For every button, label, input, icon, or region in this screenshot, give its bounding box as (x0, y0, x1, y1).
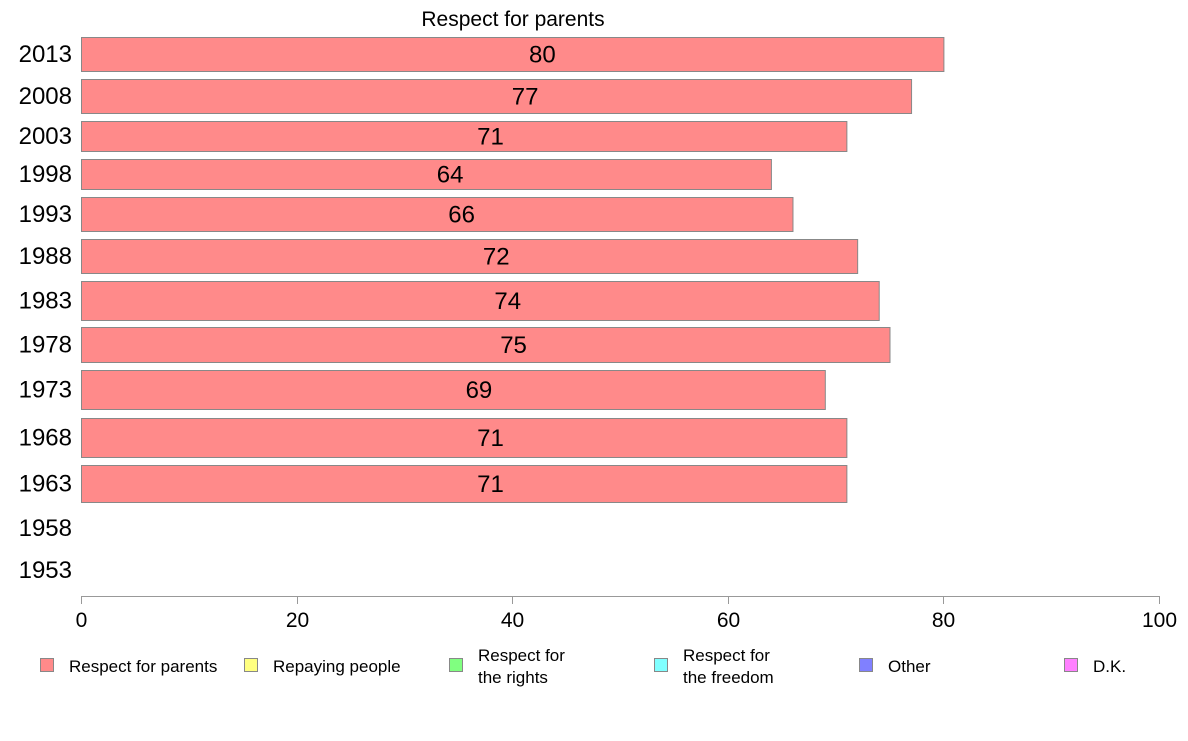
y-tick-label: 1978 (19, 332, 72, 359)
legend: Respect for parents Repaying people Respec… (40, 646, 1126, 687)
y-tick-label: 1963 (19, 471, 72, 498)
y-tick-label: 2003 (19, 123, 72, 150)
y-tick-label: 2013 (19, 41, 72, 68)
bar (81, 121, 848, 152)
data-label: 71 (477, 471, 504, 498)
legend-label: the freedom (683, 668, 774, 687)
y-tick-label: 1958 (19, 515, 72, 542)
bar (81, 281, 880, 321)
bar (81, 37, 945, 72)
bar (81, 197, 794, 232)
legend-label: Respect for (683, 646, 770, 665)
x-tick-label: 40 (501, 609, 524, 632)
legend-label: Other (888, 657, 931, 676)
x-tick-label: 80 (932, 609, 955, 632)
legend-swatch (244, 658, 258, 672)
x-tick-label: 60 (717, 609, 740, 632)
y-tick-label: 1953 (19, 557, 72, 584)
y-tick-label: 1973 (19, 377, 72, 404)
legend-swatch (449, 658, 463, 672)
x-tick-label: 100 (1142, 609, 1177, 632)
y-tick-label: 1993 (19, 201, 72, 228)
bars-layer: 80 77 71 64 66 72 74 75 69 71 71 (81, 37, 945, 503)
bar (81, 239, 859, 274)
y-axis-labels: 2013 2008 2003 1998 1993 1988 1983 1978 1973 1968… (19, 41, 72, 584)
y-tick-label: 2008 (19, 83, 72, 110)
y-tick-label: 1983 (19, 288, 72, 315)
bar (81, 418, 848, 458)
legend-label: D.K. (1093, 657, 1126, 676)
data-label: 80 (529, 42, 556, 69)
data-label: 69 (466, 377, 493, 404)
x-tick-label: 0 (76, 609, 88, 632)
data-label: 75 (500, 332, 527, 359)
legend-swatch (859, 658, 873, 672)
data-label: 71 (477, 425, 504, 452)
data-label: 64 (437, 162, 464, 189)
legend-label: Respect for parents (69, 657, 217, 676)
legend-label: Repaying people (273, 657, 401, 676)
data-label: 66 (448, 202, 475, 229)
bar (81, 327, 891, 363)
legend-swatch (1064, 658, 1078, 672)
bar (81, 79, 913, 114)
bar (81, 465, 848, 503)
data-label: 71 (477, 124, 504, 151)
legend-label: the rights (478, 668, 548, 687)
data-label: 74 (494, 288, 521, 315)
y-tick-label: 1988 (19, 243, 72, 270)
x-tick-label: 20 (286, 609, 309, 632)
y-tick-label: 1998 (19, 161, 72, 188)
data-label: 72 (483, 244, 510, 271)
x-axis: 0 20 40 60 80 100 (76, 596, 1177, 632)
legend-swatch (654, 658, 668, 672)
legend-swatch (40, 658, 54, 672)
chart-title: Respect for parents (421, 8, 604, 31)
bar (81, 159, 772, 190)
y-tick-label: 1968 (19, 425, 72, 452)
legend-label: Respect for (478, 646, 565, 665)
data-label: 77 (512, 84, 539, 111)
bar (81, 370, 826, 410)
